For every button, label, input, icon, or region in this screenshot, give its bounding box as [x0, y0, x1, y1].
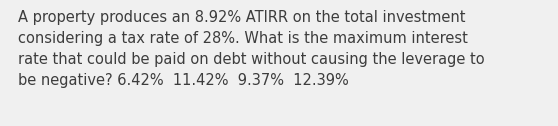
Text: A property produces an 8.92% ATIRR on the total investment
considering a tax rat: A property produces an 8.92% ATIRR on th… [18, 10, 485, 88]
